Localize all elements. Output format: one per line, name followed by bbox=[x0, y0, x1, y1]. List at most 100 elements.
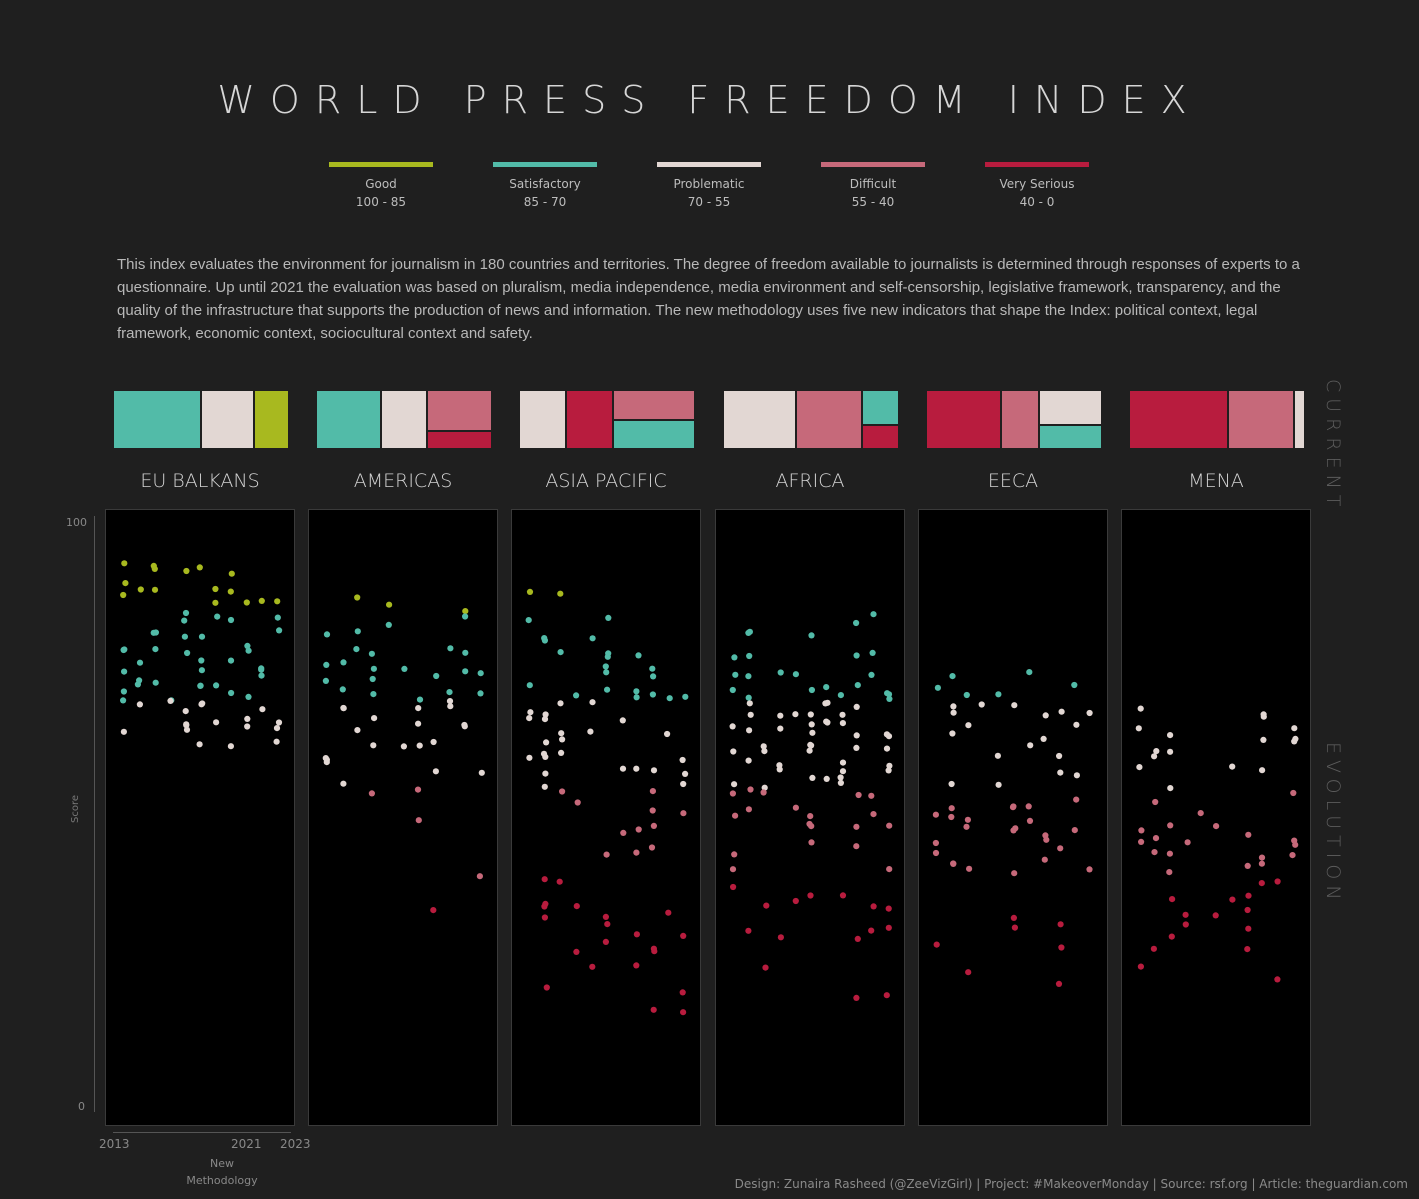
country-score-point[interactable] bbox=[259, 706, 266, 713]
country-score-point[interactable] bbox=[932, 811, 939, 818]
country-score-point[interactable] bbox=[227, 743, 234, 750]
country-score-point[interactable] bbox=[807, 741, 814, 748]
country-score-point[interactable] bbox=[432, 768, 439, 775]
country-score-point[interactable] bbox=[275, 719, 283, 726]
country-score-point[interactable] bbox=[792, 671, 799, 678]
country-score-point[interactable] bbox=[745, 694, 752, 701]
country-score-point[interactable] bbox=[1244, 862, 1251, 869]
country-score-point[interactable] bbox=[603, 669, 610, 676]
country-score-point[interactable] bbox=[244, 642, 251, 649]
country-score-point[interactable] bbox=[886, 695, 893, 702]
country-score-point[interactable] bbox=[777, 712, 784, 719]
country-score-point[interactable] bbox=[1290, 789, 1297, 797]
country-score-point[interactable] bbox=[1258, 860, 1265, 867]
country-score-point[interactable] bbox=[995, 691, 1002, 698]
country-score-point[interactable] bbox=[447, 703, 454, 710]
country-score-point[interactable] bbox=[415, 720, 422, 727]
country-score-point[interactable] bbox=[258, 672, 265, 679]
country-score-point[interactable] bbox=[573, 692, 580, 699]
country-score-point[interactable] bbox=[1011, 870, 1018, 877]
country-score-point[interactable] bbox=[761, 748, 768, 755]
country-score-point[interactable] bbox=[870, 611, 877, 618]
treemap-tile[interactable] bbox=[316, 390, 382, 449]
country-score-point[interactable] bbox=[886, 762, 893, 769]
country-score-point[interactable] bbox=[883, 731, 890, 738]
country-score-point[interactable] bbox=[274, 614, 281, 621]
country-score-point[interactable] bbox=[604, 686, 611, 693]
treemap-tile[interactable] bbox=[426, 390, 492, 432]
country-score-point[interactable] bbox=[619, 765, 627, 772]
country-score-point[interactable] bbox=[120, 728, 127, 735]
country-score-point[interactable] bbox=[152, 679, 159, 686]
country-score-point[interactable] bbox=[152, 629, 159, 636]
country-score-point[interactable] bbox=[273, 738, 280, 745]
country-score-point[interactable] bbox=[1025, 803, 1032, 810]
country-score-point[interactable] bbox=[633, 688, 640, 695]
country-score-point[interactable] bbox=[213, 682, 220, 689]
country-score-point[interactable] bbox=[370, 665, 377, 672]
country-score-point[interactable] bbox=[792, 711, 799, 718]
country-score-point[interactable] bbox=[199, 700, 206, 707]
country-score-point[interactable] bbox=[809, 774, 816, 781]
country-score-point[interactable] bbox=[732, 812, 739, 819]
country-score-point[interactable] bbox=[1010, 827, 1017, 834]
country-score-point[interactable] bbox=[777, 934, 784, 941]
country-score-point[interactable] bbox=[839, 711, 846, 718]
country-score-point[interactable] bbox=[369, 675, 376, 683]
treemap-tile[interactable] bbox=[1129, 390, 1228, 449]
country-score-point[interactable] bbox=[477, 690, 484, 697]
country-score-point[interactable] bbox=[823, 718, 830, 725]
country-score-point[interactable] bbox=[245, 647, 252, 654]
country-score-point[interactable] bbox=[1086, 866, 1093, 873]
country-score-point[interactable] bbox=[602, 938, 609, 945]
country-score-point[interactable] bbox=[633, 694, 640, 701]
country-score-point[interactable] bbox=[340, 780, 347, 787]
country-score-point[interactable] bbox=[1152, 798, 1159, 806]
country-score-point[interactable] bbox=[120, 688, 127, 695]
country-score-point[interactable] bbox=[854, 682, 861, 689]
country-score-point[interactable] bbox=[807, 813, 814, 820]
country-score-point[interactable] bbox=[557, 700, 564, 707]
country-score-point[interactable] bbox=[730, 748, 737, 755]
country-score-point[interactable] bbox=[1258, 854, 1266, 861]
country-score-point[interactable] bbox=[729, 686, 736, 694]
country-score-point[interactable] bbox=[446, 689, 453, 696]
country-score-point[interactable] bbox=[556, 878, 563, 885]
country-score-point[interactable] bbox=[1244, 906, 1251, 914]
country-score-point[interactable] bbox=[354, 594, 361, 601]
country-score-point[interactable] bbox=[525, 617, 532, 624]
country-score-point[interactable] bbox=[1245, 892, 1252, 899]
country-score-point[interactable] bbox=[196, 741, 203, 748]
country-score-point[interactable] bbox=[244, 715, 251, 722]
country-score-point[interactable] bbox=[462, 613, 469, 620]
country-score-point[interactable] bbox=[371, 715, 378, 722]
country-score-point[interactable] bbox=[245, 693, 252, 700]
country-score-point[interactable] bbox=[478, 769, 485, 776]
country-score-point[interactable] bbox=[228, 570, 235, 577]
country-score-point[interactable] bbox=[244, 723, 251, 730]
country-score-point[interactable] bbox=[870, 811, 877, 818]
country-score-point[interactable] bbox=[182, 708, 189, 715]
country-score-point[interactable] bbox=[746, 652, 753, 660]
country-score-point[interactable] bbox=[837, 774, 844, 781]
country-score-point[interactable] bbox=[853, 652, 860, 659]
country-score-point[interactable] bbox=[1042, 832, 1049, 839]
treemap-tile[interactable] bbox=[612, 390, 695, 420]
country-score-point[interactable] bbox=[682, 770, 689, 777]
country-score-point[interactable] bbox=[933, 941, 940, 948]
treemap-tile[interactable] bbox=[519, 390, 566, 449]
country-score-point[interactable] bbox=[228, 689, 235, 697]
country-score-point[interactable] bbox=[883, 992, 890, 999]
country-score-point[interactable] bbox=[854, 935, 861, 942]
country-score-point[interactable] bbox=[1197, 810, 1204, 817]
country-score-point[interactable] bbox=[950, 703, 957, 710]
country-score-point[interactable] bbox=[853, 619, 860, 627]
country-score-point[interactable] bbox=[227, 657, 235, 664]
country-score-point[interactable] bbox=[183, 726, 191, 733]
country-score-point[interactable] bbox=[1026, 669, 1033, 676]
country-score-point[interactable] bbox=[1011, 924, 1018, 931]
country-score-point[interactable] bbox=[1042, 712, 1049, 719]
country-score-point[interactable] bbox=[1167, 732, 1174, 739]
country-score-point[interactable] bbox=[136, 659, 144, 666]
country-score-point[interactable] bbox=[1182, 921, 1189, 928]
